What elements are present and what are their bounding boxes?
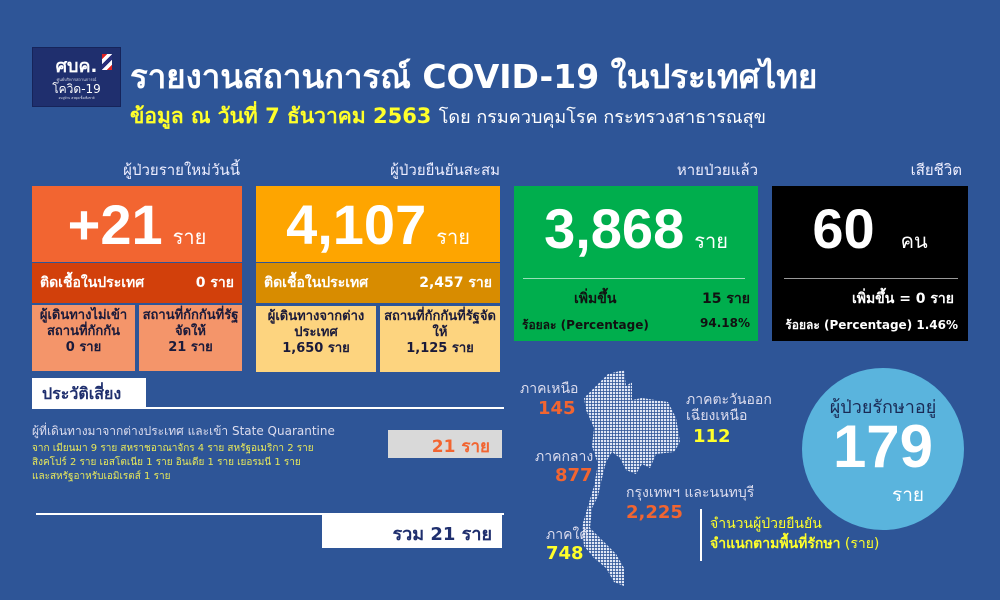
thailand-map <box>582 370 680 586</box>
region-bangkok-label: กรุงเทพฯ และนนทบุรี <box>626 485 755 501</box>
report-date: ข้อมูล ณ วันที่ 7 ธันวาคม 2563 โดย กรมคว… <box>130 104 766 128</box>
risk-line: ผู้ที่เดินทางมาจากต่างประเทศ และเข้า Sta… <box>32 424 335 438</box>
deaths-label: เสียชีวิต <box>910 161 962 179</box>
thai-flag-icon <box>102 54 112 70</box>
new-local-bar: ติดเชื้อในประเทศ 0 ราย <box>32 263 242 303</box>
new-cases-label: ผู้ป่วยรายใหม่วันนี้ <box>123 161 240 179</box>
region-north-label: ภาคเหนือ <box>520 381 579 397</box>
deaths-value: 60 <box>812 197 875 260</box>
recovered-value: 3,868 <box>544 197 685 260</box>
recovered-percentage: ร้อยละ (Percentage) 94.18% <box>522 316 750 332</box>
deaths-increase: เพิ่มขึ้น = 0 ราย <box>851 291 954 307</box>
treating-circle: ผู้ป่วยรักษาอยู่ 179 ราย <box>802 368 964 530</box>
source: โดย กรมควบคุมโรค กระทรวงสาธารณสุข <box>438 107 766 128</box>
cumulative-card: 4,107 ราย <box>256 186 500 262</box>
risk-total: รวม 21 ราย <box>322 514 502 548</box>
new-cases-unit: ราย <box>172 225 207 249</box>
recovered-label: หายป่วยแล้ว <box>676 161 758 179</box>
region-northeast-label: ภาคตะวันออก เฉียงเหนือ <box>686 392 772 424</box>
risk-title: ประวัติเสี่ยง <box>32 378 146 408</box>
new-cases-card: +21 ราย <box>32 186 242 262</box>
risk-count: 21 ราย <box>388 430 502 458</box>
risk-details: จาก เมียนมา 9 ราย สหราชอาณาจักร 4 ราย สห… <box>32 443 314 482</box>
region-south-value: 748 <box>546 543 584 564</box>
cumulative-cell-2: สถานที่กักกันที่รัฐจัดให้ 1,125 ราย <box>380 306 500 372</box>
region-northeast-value: 112 <box>693 426 731 447</box>
recovered-unit: ราย <box>694 229 728 253</box>
recovered-card: 3,868 ราย เพิ่มขึ้น 15 ราย ร้อยละ (Percen… <box>514 186 758 341</box>
deaths-unit: คน <box>900 229 928 253</box>
cumulative-cell-1: ผู้เดินทางจากต่างประเทศ 1,650 ราย <box>256 306 376 372</box>
region-central-value: 877 <box>555 465 593 486</box>
region-bangkok-value: 2,225 <box>626 502 683 523</box>
new-cell-1: ผู้เดินทางไม่เข้าสถานที่กักกัน 0 ราย <box>32 305 135 371</box>
treating-value: 179 <box>832 413 934 480</box>
deaths-card: 60 คน เพิ่มขึ้น = 0 ราย ร้อยละ (Percenta… <box>772 186 968 341</box>
cumulative-label: ผู้ป่วยยืนยันสะสม <box>390 161 500 179</box>
region-central-label: ภาคกลาง <box>535 449 594 465</box>
page-title: รายงานสถานการณ์ COVID-19 ในประเทศไทย <box>130 57 818 96</box>
region-south-label: ภาคใต้ <box>546 527 589 543</box>
risk-text: ผู้ที่เดินทางมาจากต่างประเทศ และเข้า Sta… <box>32 424 380 484</box>
recovered-increase: เพิ่มขึ้น 15 ราย <box>574 291 750 307</box>
new-cell-2: สถานที่กักกันที่รัฐจัดให้ 21 ราย <box>139 305 242 371</box>
deaths-percentage: ร้อยละ (Percentage) 1.46% <box>785 318 958 332</box>
logo: ศบค. ศูนย์บริหารสถานการณ์ โควิด-19 #อยู่… <box>32 47 121 107</box>
cumulative-value: 4,107 <box>286 193 427 256</box>
cumulative-local-bar: ติดเชื้อในประเทศ 2,457 ราย <box>256 263 500 303</box>
region-north-value: 145 <box>538 398 576 419</box>
cumulative-unit: ราย <box>436 225 470 249</box>
new-cases-value: +21 <box>67 193 163 256</box>
map-caption: จำนวนผู้ป่วยยืนยัน จำแนกตามพื้นที่รักษา … <box>710 516 880 552</box>
